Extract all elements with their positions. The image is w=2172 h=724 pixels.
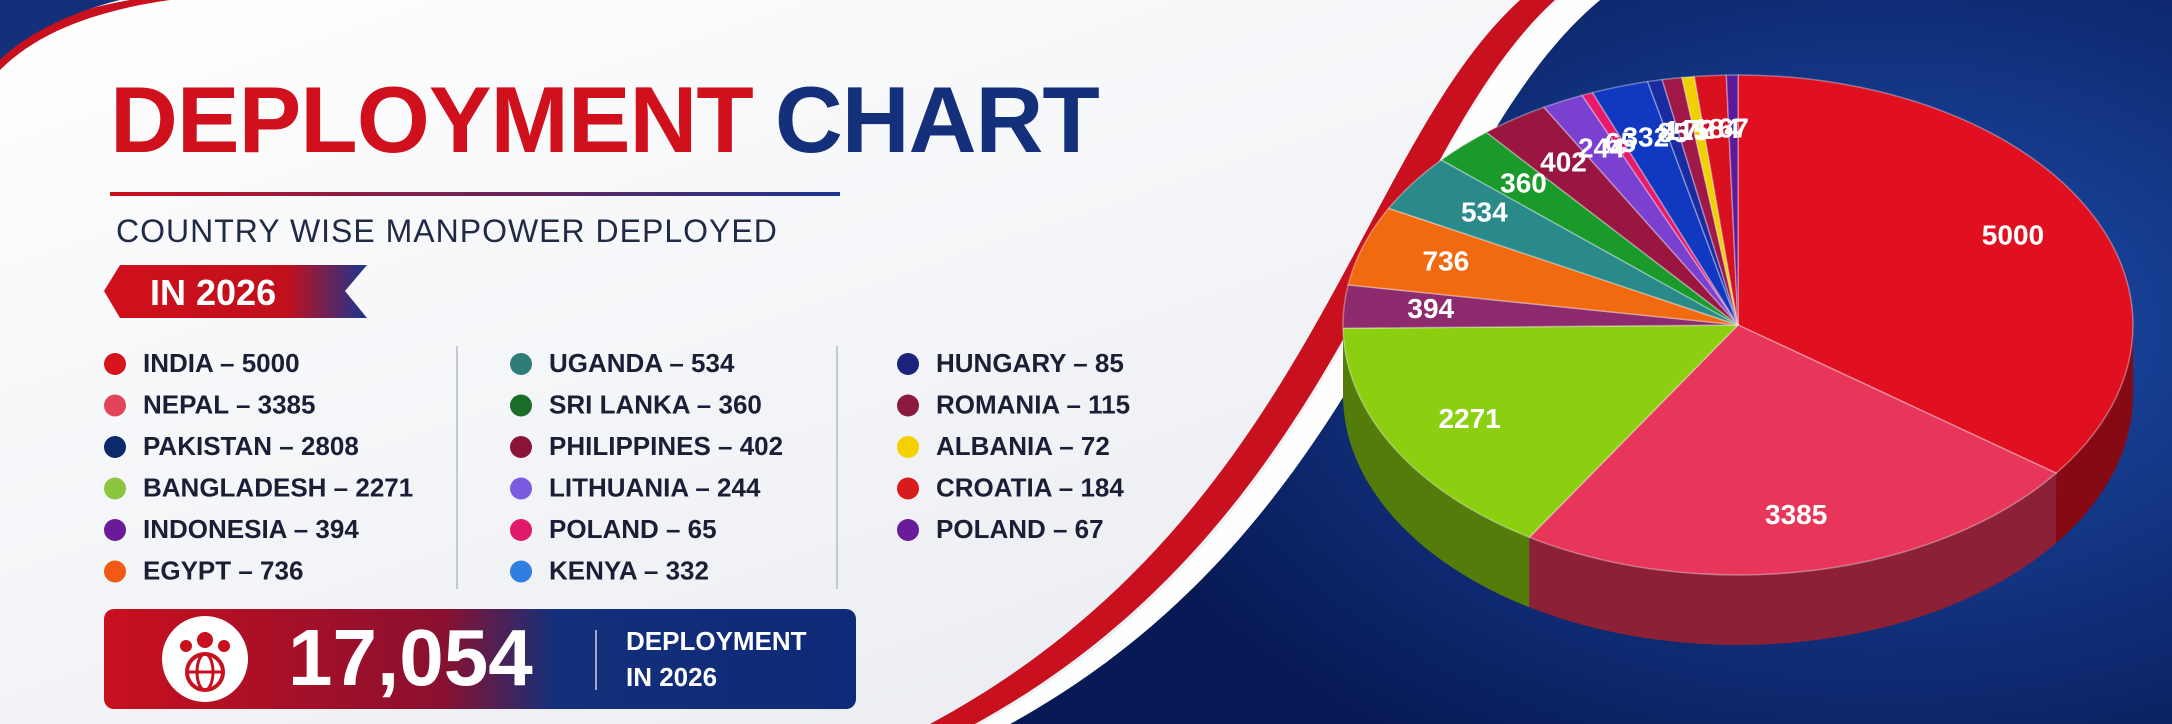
slice-label: 360: [1500, 167, 1547, 198]
slice-label: 115: [1664, 115, 1709, 146]
pie-slice: [1680, 75, 1739, 326]
legend-dot: [897, 436, 919, 458]
badge-ribbon: [104, 265, 367, 318]
pie-slice: [1580, 91, 1739, 326]
legend-dot: [104, 353, 126, 375]
legend-dot: [510, 353, 532, 375]
slice-label: 85: [1658, 117, 1689, 148]
legend-label: PHILIPPINES – 402: [549, 431, 783, 461]
legend-label: INDONESIA – 394: [143, 514, 359, 544]
legend-dot: [897, 519, 919, 541]
pie-slice: [1347, 207, 1739, 326]
slice-label: 736: [1423, 245, 1470, 276]
slice-side: [1343, 328, 1530, 608]
legend-label: EGYPT – 736: [143, 555, 303, 585]
slice-label: 402: [1540, 147, 1587, 178]
total-box: [104, 609, 856, 709]
slice-label: 2271: [1438, 403, 1500, 434]
legend-label: LITHUANIA – 244: [549, 472, 761, 502]
legend-dot: [897, 353, 919, 375]
title-red: DEPLOYMENT: [110, 67, 753, 172]
slice-side: [1529, 473, 2057, 646]
legend-label: CROATIA – 184: [936, 472, 1124, 502]
total-value: 17,054: [288, 613, 533, 702]
badge-text: IN 2026: [150, 272, 276, 313]
legend-dot: [510, 394, 532, 417]
pie-slice: [1542, 94, 1739, 326]
legend-label: UGANDA – 534: [549, 348, 735, 378]
legend-dot: [510, 560, 532, 583]
red-swoosh: [930, 0, 1555, 724]
title-rule: [110, 192, 840, 196]
slice-label: 3385: [1765, 499, 1827, 530]
legend-dot: [897, 394, 919, 417]
legend-dot: [510, 519, 532, 541]
pie-slice: [1342, 284, 1739, 329]
slice-label: 72: [1684, 114, 1715, 145]
legend-label: ROMANIA – 115: [936, 389, 1130, 419]
pie-slice: [1387, 159, 1739, 326]
legend-dot: [104, 477, 126, 500]
legend-dot: [510, 477, 532, 500]
slice-label: 394: [1407, 293, 1454, 324]
legend-dot: [104, 394, 126, 417]
slice-side: [2056, 325, 2133, 544]
legend-label: KENYA – 332: [549, 555, 709, 585]
slice-label: 65: [1605, 127, 1636, 158]
corner-swoosh: [0, 0, 170, 70]
pie-slice: [1591, 80, 1739, 326]
legend-label: ALBANIA – 72: [936, 431, 1110, 461]
pie-slice: [1693, 74, 1739, 326]
pie-slice: [1725, 74, 1739, 326]
title: DEPLOYMENT CHART: [110, 67, 1099, 172]
legend-label: POLAND – 65: [549, 514, 717, 544]
people-icon: [180, 632, 230, 692]
legend-dot: [510, 436, 532, 458]
total-icon: [162, 616, 248, 702]
legend-label: PAKISTAN – 2808: [143, 431, 359, 461]
pie-slice: [1484, 106, 1739, 326]
total-caption: IN 2026: [626, 662, 717, 692]
slice-label: 5000: [1982, 219, 2044, 250]
subtitle: COUNTRY WISE MANPOWER DEPLOYED: [116, 213, 778, 249]
legend-label: SRI LANKA – 360: [549, 389, 762, 419]
pie-slice: [1646, 78, 1739, 326]
pie-slice: [1737, 74, 2134, 475]
title-blue: CHART: [775, 67, 1100, 172]
pie-chart: 5000 3385 2271 394 736 5343604022446533285115…: [1342, 74, 2134, 646]
pie-slice: [1661, 76, 1739, 326]
legend-label: POLAND – 67: [936, 514, 1104, 544]
legend-label: BANGLADESH – 2271: [143, 472, 413, 502]
legend-label: HUNGARY – 85: [936, 348, 1124, 378]
slice-label: 534: [1461, 197, 1508, 228]
slice-label: 184: [1693, 113, 1740, 144]
total-caption: DEPLOYMENT: [626, 626, 807, 656]
legend-label: INDIA – 5000: [143, 348, 300, 378]
pie-slice: [1439, 131, 1739, 326]
legend: INDIA – 5000 NEPAL – 3385 PAKISTAN – 2808 B…: [104, 348, 1130, 585]
pie-slice: [1527, 324, 2058, 576]
pie-slice: [1342, 324, 1740, 539]
legend-dot: [897, 477, 919, 500]
legend-dot: [104, 560, 126, 583]
legend-dot: [104, 436, 126, 458]
slice-label: 332: [1622, 121, 1669, 152]
corner-blue: [0, 0, 120, 60]
slice-label: 244: [1578, 133, 1625, 164]
slice-label: 67: [1718, 112, 1749, 143]
legend-dot: [104, 519, 126, 541]
legend-label: NEPAL – 3385: [143, 389, 315, 419]
